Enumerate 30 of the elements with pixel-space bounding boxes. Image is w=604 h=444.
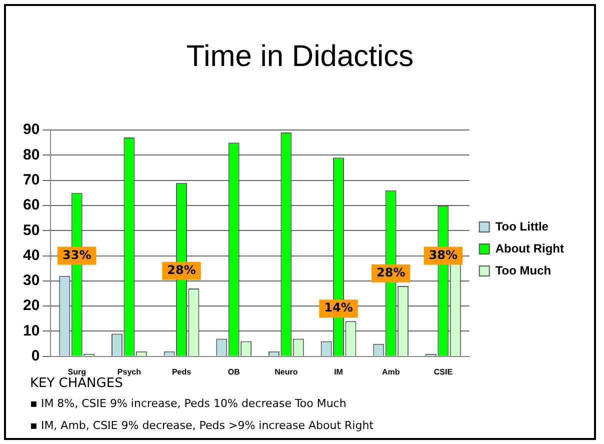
text: KEY CHANGES xyxy=(30,376,123,391)
text: ▪ IM, Amb, CSIE 9% decrease, Peds >9% increase About Right xyxy=(30,419,374,432)
y-tick-label: 30 xyxy=(22,272,40,290)
y-tick-label: 50 xyxy=(22,222,40,239)
x-tick-label: Psych xyxy=(117,367,142,376)
annotation: 33% xyxy=(62,248,92,262)
y-tick-label: 20 xyxy=(22,297,40,314)
y-tick-label: 60 xyxy=(22,196,40,214)
y-tick-label: 40 xyxy=(22,246,40,264)
annotation: 28% xyxy=(167,262,196,277)
text: ▪ IM 8%, CSIE 9% increase, Peds 10% decrease Too Much xyxy=(30,397,348,410)
legend-label: Too Much xyxy=(495,263,552,278)
x-tick-label: Neuro xyxy=(274,367,298,376)
x-tick-label: Surg xyxy=(68,367,86,376)
y-tick-label: 90 xyxy=(22,121,40,138)
legend-label: About Right xyxy=(495,241,564,256)
y-tick-label: 10 xyxy=(22,322,40,340)
annotation: 28% xyxy=(376,266,406,280)
y-tick-label: 70 xyxy=(22,171,40,188)
annotation: 14% xyxy=(324,300,353,315)
x-tick-label: IM xyxy=(334,367,344,376)
x-tick-label: Peds xyxy=(172,367,192,376)
legend-label: Too Little xyxy=(495,219,549,234)
x-tick-label: OB xyxy=(228,367,240,376)
y-tick-label: 0 xyxy=(31,348,40,365)
chart-title: Time in Didactics xyxy=(185,40,415,74)
y-tick-label: 80 xyxy=(22,146,40,164)
x-tick-label: Amb xyxy=(382,367,400,376)
annotation: 38% xyxy=(428,248,458,262)
x-tick-label: CSIE xyxy=(434,367,454,376)
